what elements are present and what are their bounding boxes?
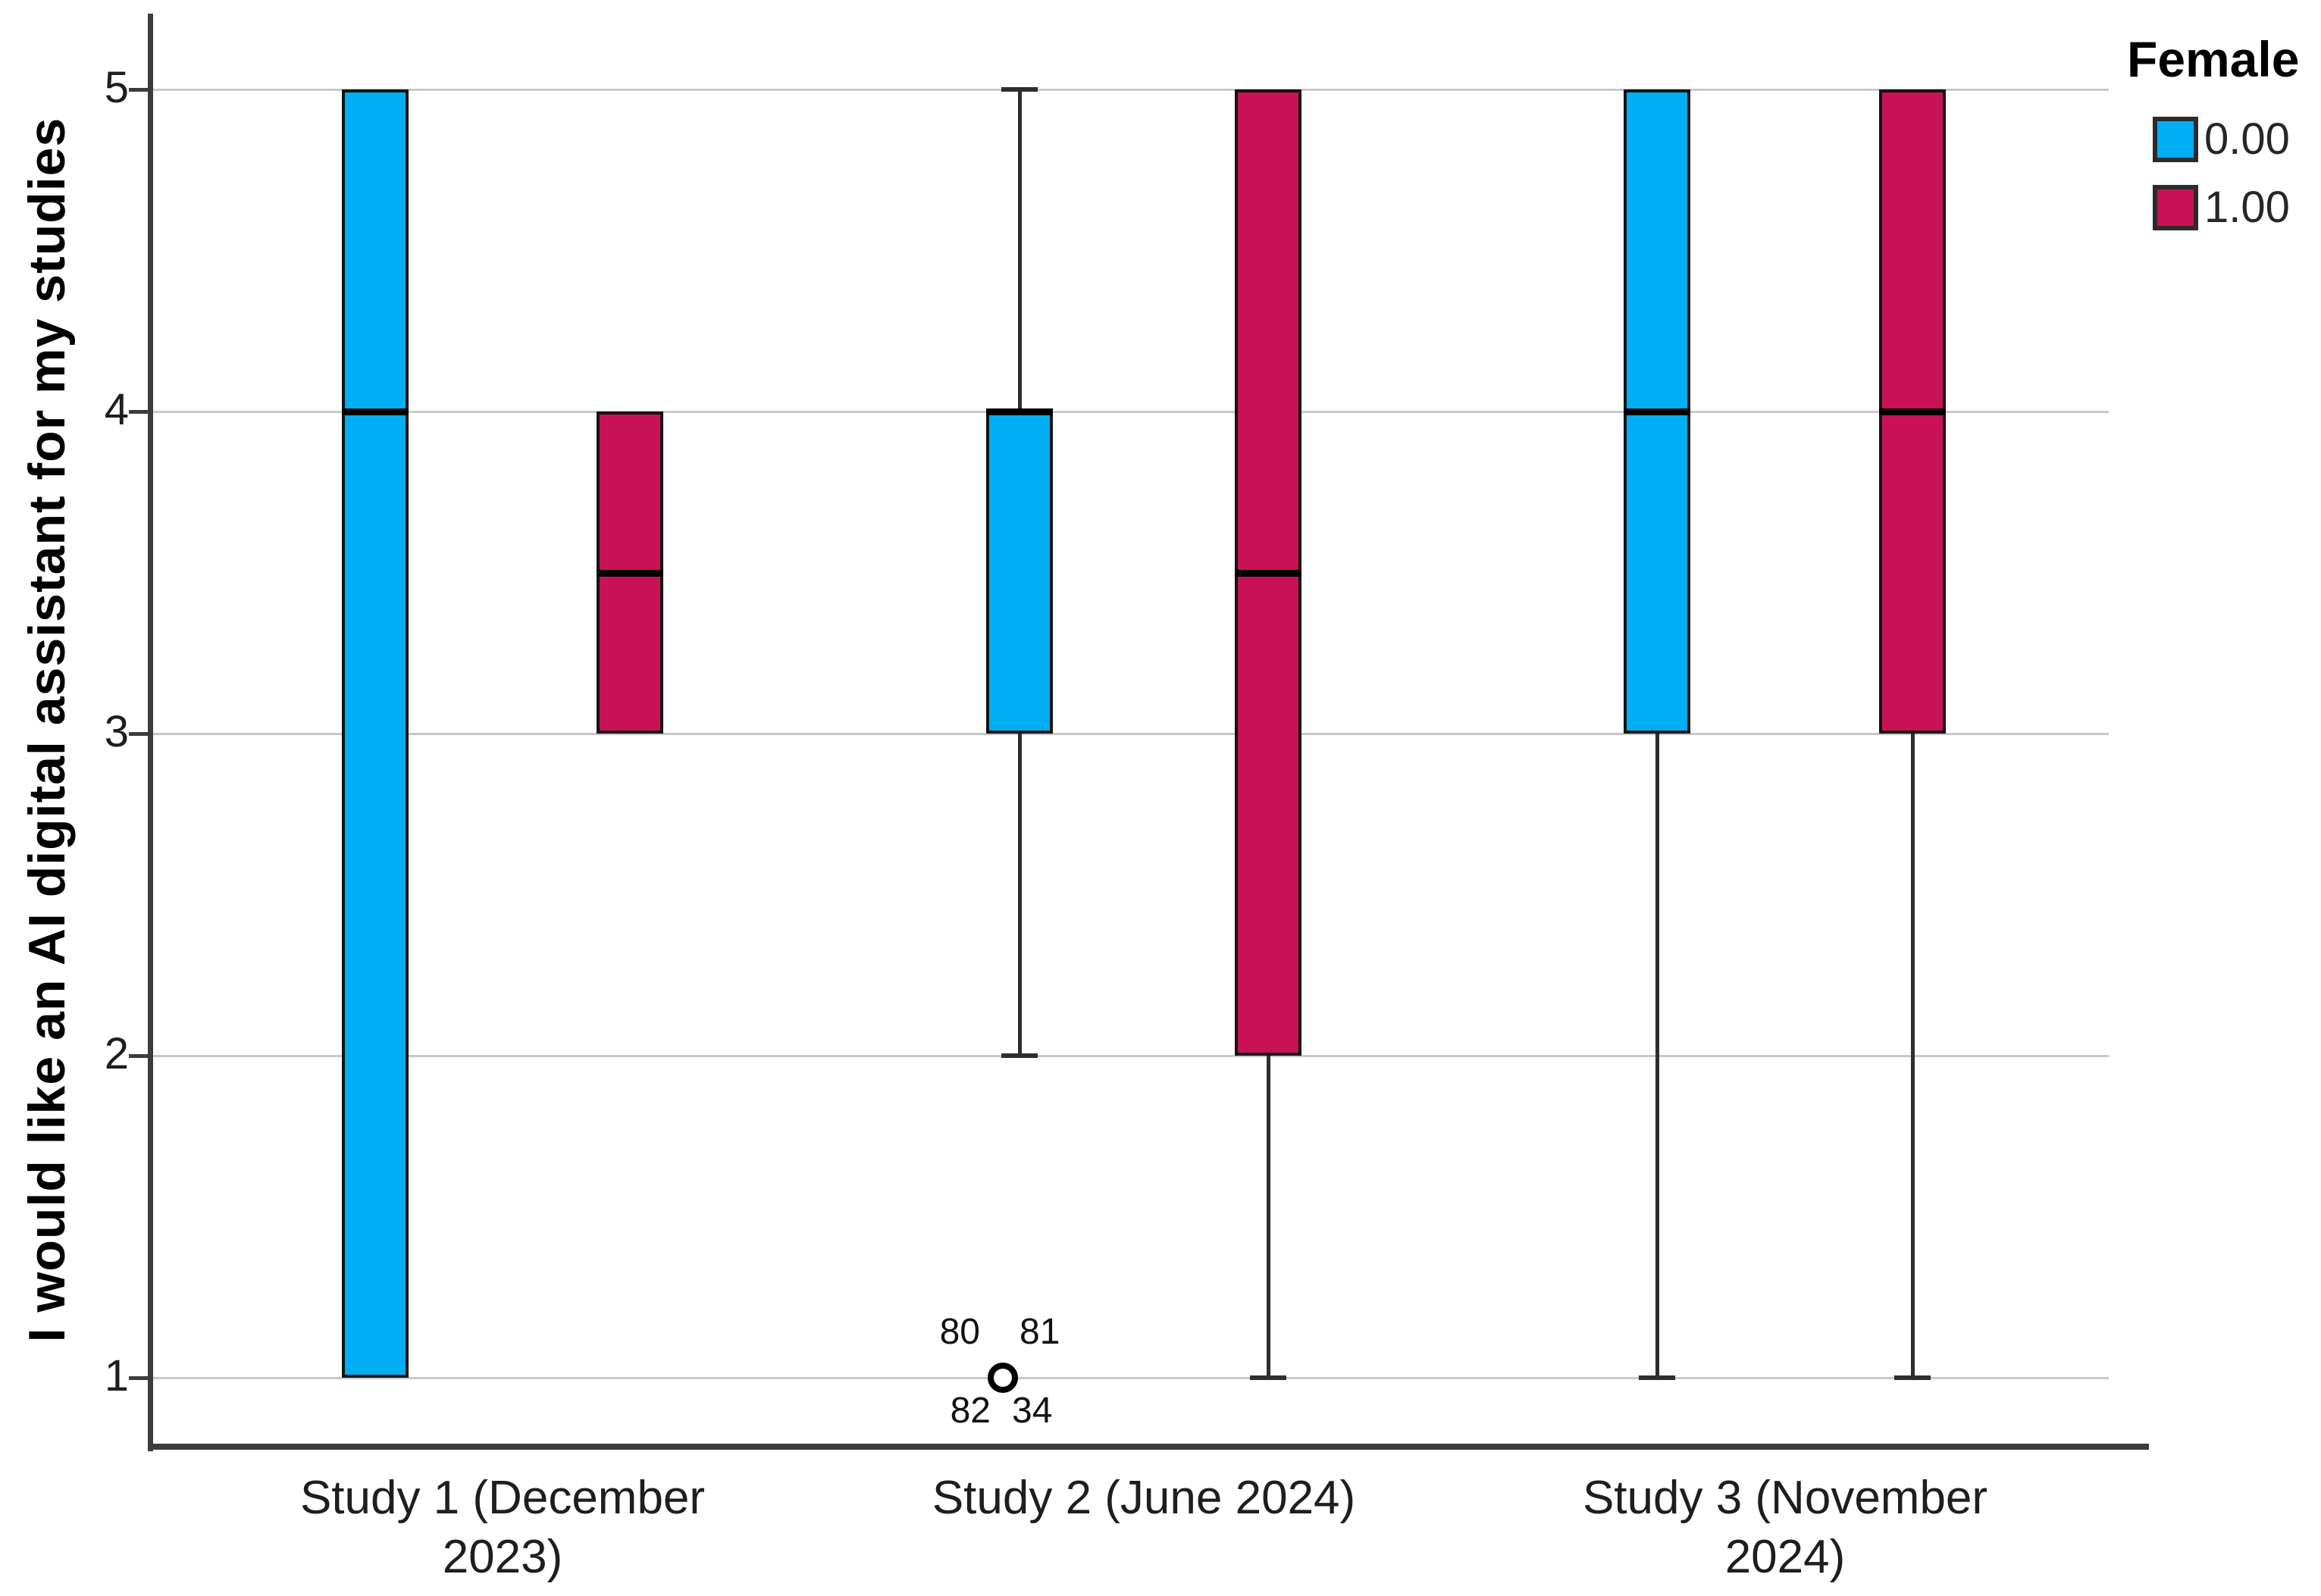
legend-entry-label: 1.00 [2204,183,2290,232]
legend-swatch-female-0-icon [2153,116,2198,162]
lower-whisker [1655,734,1659,1378]
gridline [153,411,2109,413]
y-tick-label: 4 [104,385,129,434]
y-tick-label: 2 [104,1029,129,1078]
gridline [153,89,2109,91]
x-category-label-line: Study 1 (December [299,1472,706,1524]
y-axis-line [148,14,153,1451]
upper-whisker-cap [1001,87,1038,92]
lower-whisker-cap [1639,1375,1675,1380]
median-line [986,408,1053,415]
boxplot-box-female-0.00 [342,89,409,1378]
gridline [153,1055,2109,1057]
y-tick-label: 1 [104,1351,129,1400]
lower-whisker-cap [1001,1053,1038,1058]
y-axis-tick [129,732,150,736]
y-tick-label: 3 [104,707,129,756]
lower-whisker [1911,734,1915,1378]
x-category-label: Study 3 (November 2024) [1436,1469,2134,1587]
x-category-label-line: Study 2 (June 2024) [932,1472,1356,1524]
legend-entry-0: 0.00 [2153,114,2290,164]
gridline [153,733,2109,735]
median-line [1879,408,1946,415]
x-category-label: Study 1 (December 2023) [154,1469,851,1587]
lower-whisker [1018,734,1022,1056]
boxplot-box-female-0.00 [986,412,1053,734]
legend-title: Female [2127,31,2300,87]
y-axis-tick [129,410,150,414]
x-category-label-line: 2024) [1724,1531,1846,1583]
lower-whisker [1267,1056,1270,1378]
legend-swatch-female-1-icon [2153,184,2198,230]
outlier-point [988,1363,1018,1393]
legend-entry-label: 0.00 [2204,114,2290,164]
outlier-label: 80 [939,1312,980,1352]
median-line [597,569,663,577]
x-category-label-line: 2023) [442,1531,563,1583]
outlier-label: 34 [1012,1391,1053,1431]
median-line [342,408,409,415]
upper-whisker [1018,89,1022,412]
x-axis-line [148,1444,2149,1450]
x-category-label: Study 2 (June 2024) [795,1469,1493,1528]
median-line [1235,569,1301,577]
y-axis-tick [129,88,150,92]
y-tick-label: 5 [104,63,129,112]
outlier-label: 81 [1020,1312,1060,1352]
y-axis-tick [129,1376,150,1380]
x-category-label-line: Study 3 (November [1582,1472,1988,1524]
lower-whisker-cap [1250,1375,1286,1380]
lower-whisker-cap [1894,1375,1931,1380]
legend-entry-1: 1.00 [2153,182,2290,233]
gridline [153,1377,2109,1379]
outlier-label: 82 [950,1391,991,1431]
median-line [1624,408,1690,415]
y-axis-tick [129,1054,150,1058]
